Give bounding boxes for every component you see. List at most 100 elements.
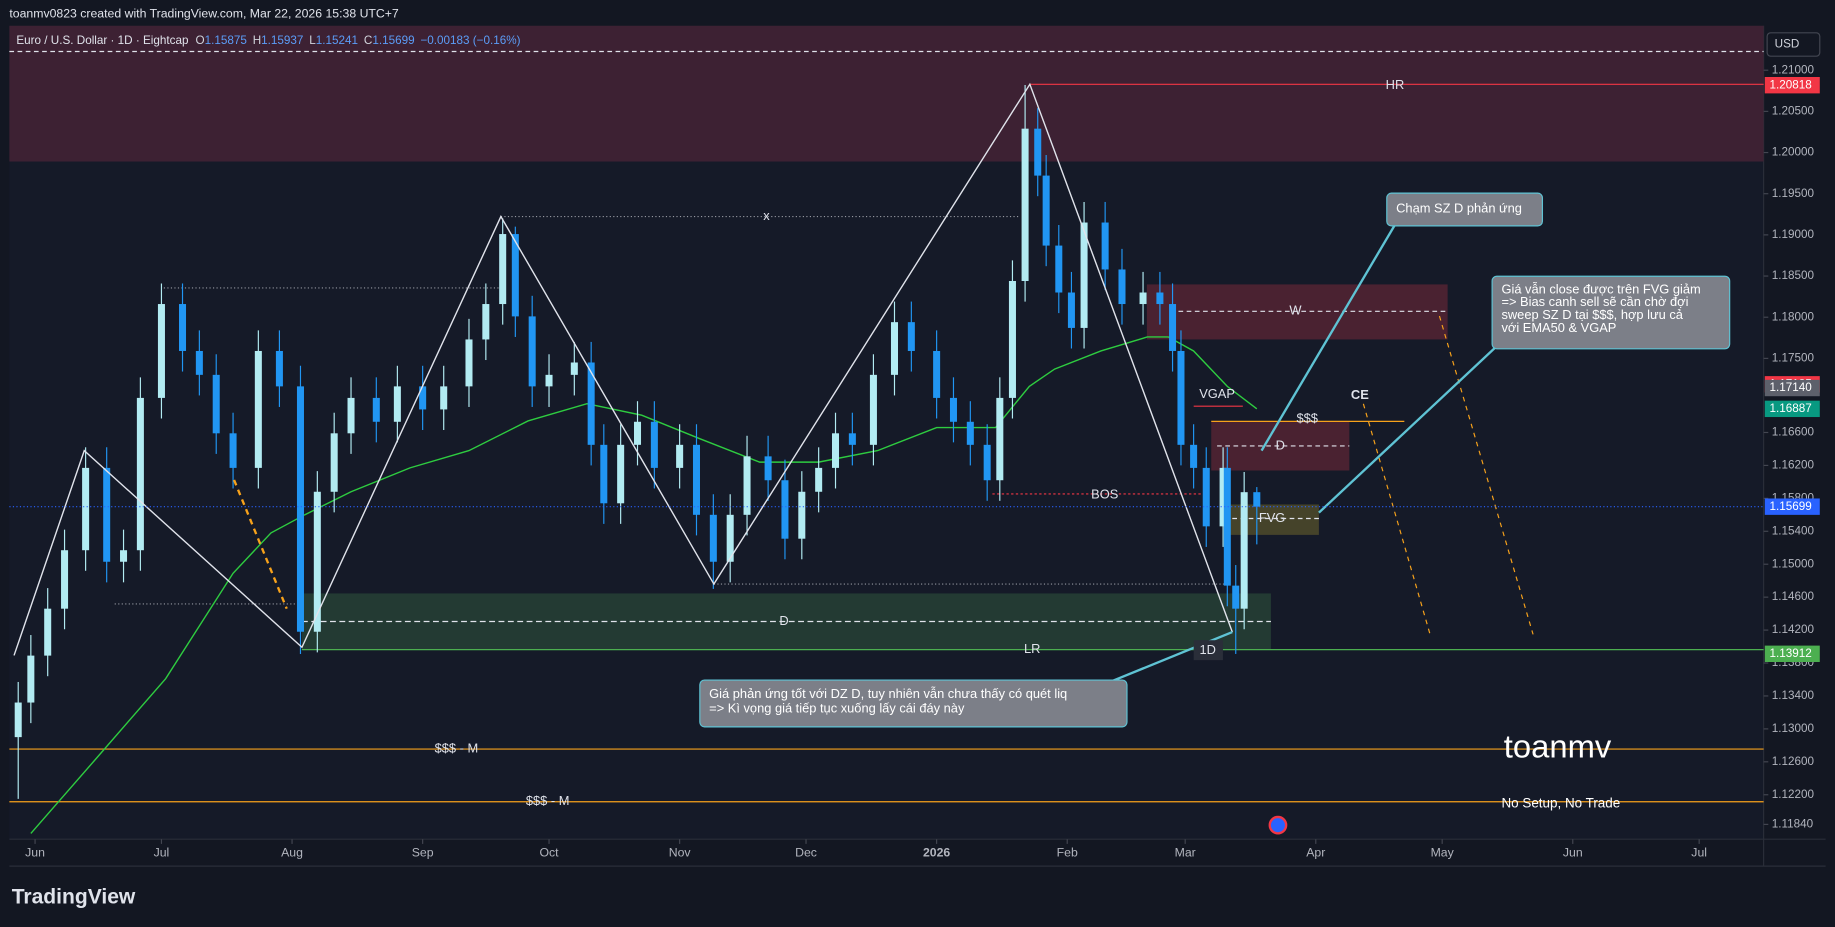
candle-body (14, 702, 22, 738)
x-tick-label: Sep (412, 846, 434, 860)
callout-text: Giá phản ứng tốt với DZ D, tuy nhiên vẫn… (709, 687, 1067, 716)
candle-body (44, 608, 52, 656)
candle-body (347, 397, 355, 434)
candle-body (1008, 280, 1016, 398)
x-tick-label: 2026 (923, 846, 950, 860)
candle-body (1223, 467, 1231, 586)
candle-body (726, 514, 734, 562)
price-badge-label: 1.20818 (1769, 78, 1811, 91)
y-tick-label: 1.19000 (1772, 228, 1815, 241)
x-tick-label: Apr (1306, 846, 1325, 860)
candle-body (1240, 492, 1248, 609)
ohlc-value: 1.15875 (205, 34, 248, 47)
candle-body (815, 467, 823, 492)
y-tick-label: 1.21000 (1772, 63, 1815, 76)
y-tick-label: 1.15400 (1772, 524, 1815, 537)
x-tick-label: Nov (669, 846, 692, 860)
candle-body (764, 456, 772, 481)
candle-body (179, 304, 187, 351)
candle-body (1253, 492, 1261, 507)
x-tick-label: Dec (795, 846, 817, 860)
label: D (1276, 437, 1285, 452)
y-tick-label: 1.14200 (1772, 623, 1815, 636)
candle-body (419, 386, 427, 410)
callout-line: Giá vẫn close được trên FVG giảm (1501, 282, 1700, 297)
candle-body (136, 397, 144, 551)
label: $$$ (1296, 410, 1317, 425)
callout-line: => Kì vọng giá tiếp tục xuống lấy cái đá… (709, 701, 965, 716)
candle-body (372, 397, 380, 422)
label: VGAP (1199, 386, 1235, 401)
candle-body (195, 350, 203, 375)
candle-body (996, 397, 1004, 481)
change: −0.00183 (−0.16%) (420, 34, 520, 47)
y-tick-label: 1.14600 (1772, 590, 1815, 603)
candle-body (1169, 304, 1177, 351)
y-tick-label: 1.12600 (1772, 755, 1815, 768)
callout-box (1491, 275, 1731, 350)
y-tick-label: 1.13400 (1772, 689, 1815, 702)
callout-text: Chạm SZ D phản ứng (1396, 201, 1522, 216)
label: FVG (1259, 510, 1285, 525)
x-tick-label: Feb (1057, 846, 1078, 860)
candle-body (1232, 585, 1240, 609)
price-badge (1764, 400, 1820, 418)
candle-body (1042, 175, 1050, 246)
candle-body (600, 444, 608, 504)
y-tick-label: 1.20000 (1772, 146, 1815, 159)
y-tick-label: 1.20500 (1772, 104, 1815, 117)
candle-body (907, 322, 915, 351)
currency-button[interactable] (1766, 32, 1821, 57)
candle-body (587, 362, 595, 445)
x-tick-label: Jul (1691, 846, 1707, 860)
candle-body (709, 514, 717, 562)
y-tick-label: 1.19500 (1772, 187, 1815, 200)
series-layer (14, 85, 1261, 834)
candle-body (1219, 467, 1227, 527)
event-icon[interactable] (1268, 815, 1288, 835)
ohlc-value: 1.15937 (261, 34, 303, 47)
candle-body (1202, 467, 1210, 527)
y-tick-label: 1.18000 (1772, 310, 1815, 323)
candle-body (869, 374, 877, 445)
callout-line: với EMA50 & VGAP (1501, 320, 1616, 335)
fvg-zone (1224, 504, 1319, 535)
price-badge-label: 1.17140 (1769, 381, 1812, 394)
label: D (779, 613, 788, 628)
label: 1D (1200, 642, 1216, 657)
callout-line: => Bias canh sell sẽ cần chờ đợi (1501, 295, 1688, 310)
callout-line: Giá phản ứng tốt với DZ D, tuy nhiên vẫn… (709, 687, 1067, 702)
candle-body (848, 433, 856, 445)
candle-body (650, 421, 658, 468)
candle-body (229, 433, 237, 468)
candle-body (103, 467, 111, 562)
candle-body (1177, 350, 1185, 445)
candle-body (781, 480, 789, 539)
y-tick-label: 1.12200 (1772, 788, 1815, 801)
x-tick-label: Aug (281, 846, 303, 860)
label: $$$ - M (435, 740, 479, 755)
candle-body (482, 304, 490, 340)
x-tick-label: May (1431, 846, 1455, 860)
currency: USD (1775, 38, 1800, 51)
candle-body (82, 467, 90, 551)
price-badge (1764, 498, 1820, 515)
candle-body (1139, 292, 1147, 305)
watermark: toanmv (1504, 728, 1612, 765)
ema-line (30, 336, 1258, 834)
symbol-title: Euro / U.S. Dollar · 1D · Eightcap (16, 34, 189, 47)
callout-pointer (1318, 340, 1503, 514)
candle-body (949, 397, 957, 422)
y-tick-label: 1.18500 (1772, 269, 1815, 282)
price-badge (1764, 379, 1820, 397)
candle-body (983, 444, 991, 481)
supply-zone (9, 25, 1764, 162)
candle-body (890, 322, 899, 375)
candle-body (296, 386, 304, 632)
label: CE (1351, 387, 1369, 402)
logo: TradingView (12, 885, 136, 908)
ohlc-key: H (253, 34, 261, 47)
price-badge-label: 1.13912 (1769, 647, 1811, 660)
